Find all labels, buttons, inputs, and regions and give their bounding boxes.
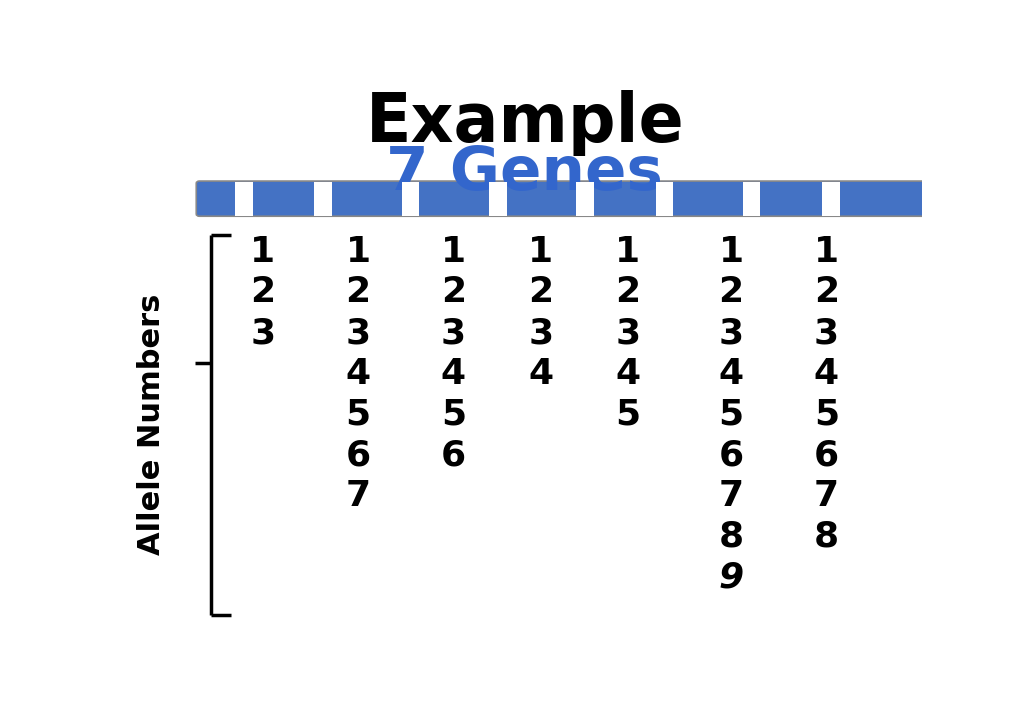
Text: 6: 6 — [440, 439, 466, 473]
Text: 9: 9 — [719, 560, 743, 594]
Text: 1: 1 — [528, 235, 553, 269]
Text: 4: 4 — [814, 357, 839, 391]
Text: 3: 3 — [814, 316, 839, 350]
Text: 5: 5 — [719, 398, 743, 431]
Bar — [314, 182, 332, 215]
Text: 7 Genes: 7 Genes — [386, 144, 664, 203]
Text: 4: 4 — [345, 357, 371, 391]
Bar — [401, 182, 419, 215]
Text: 7: 7 — [814, 479, 839, 513]
Text: 8: 8 — [719, 520, 743, 554]
Text: 4: 4 — [719, 357, 743, 391]
Text: 6: 6 — [814, 439, 839, 473]
Text: 2: 2 — [345, 276, 371, 310]
Text: 1: 1 — [814, 235, 839, 269]
Text: 3: 3 — [719, 316, 743, 350]
Text: 7: 7 — [345, 479, 371, 513]
Text: 4: 4 — [528, 357, 553, 391]
Text: 4: 4 — [440, 357, 466, 391]
Text: 2: 2 — [814, 276, 839, 310]
Text: 6: 6 — [345, 439, 371, 473]
Text: 5: 5 — [440, 398, 466, 431]
Bar — [743, 182, 761, 215]
Text: 1: 1 — [345, 235, 371, 269]
Text: 1: 1 — [250, 235, 275, 269]
Text: 3: 3 — [440, 316, 466, 350]
Text: 1: 1 — [719, 235, 743, 269]
Text: 5: 5 — [345, 398, 371, 431]
Text: 2: 2 — [719, 276, 743, 310]
Text: 6: 6 — [719, 439, 743, 473]
Bar — [655, 182, 673, 215]
Text: 5: 5 — [615, 398, 641, 431]
Text: 2: 2 — [250, 276, 275, 310]
Bar — [236, 182, 253, 215]
Text: 1: 1 — [440, 235, 466, 269]
Bar — [822, 182, 840, 215]
Bar — [489, 182, 507, 215]
Text: Example: Example — [366, 91, 684, 157]
Text: 3: 3 — [615, 316, 641, 350]
Text: 3: 3 — [345, 316, 371, 350]
Text: Allele Numbers: Allele Numbers — [137, 294, 166, 555]
Text: 2: 2 — [440, 276, 466, 310]
Text: 8: 8 — [814, 520, 839, 554]
Text: 3: 3 — [250, 316, 275, 350]
Text: 1: 1 — [615, 235, 641, 269]
Text: 7: 7 — [719, 479, 743, 513]
Text: 5: 5 — [814, 398, 839, 431]
Text: 3: 3 — [528, 316, 553, 350]
Text: 2: 2 — [615, 276, 641, 310]
Text: 4: 4 — [615, 357, 641, 391]
Bar — [577, 182, 594, 215]
Text: 2: 2 — [528, 276, 553, 310]
FancyBboxPatch shape — [197, 181, 925, 216]
